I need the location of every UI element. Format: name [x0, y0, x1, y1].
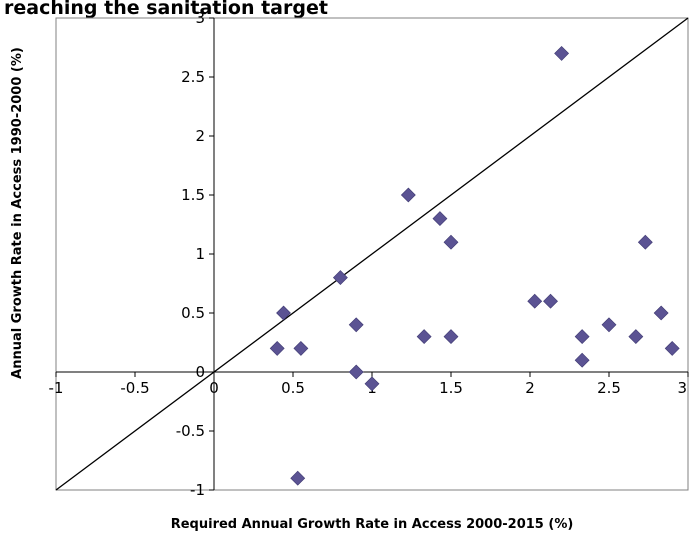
- tick-layer: -1-0.500.511.522.53-1-0.500.511.522.53: [49, 9, 689, 499]
- data-point: [443, 234, 459, 250]
- data-point: [269, 340, 285, 356]
- x-tick-label: 0: [209, 379, 219, 397]
- data-point: [637, 234, 653, 250]
- data-point: [653, 305, 669, 321]
- data-point: [543, 293, 558, 309]
- x-tick-label: -0.5: [120, 379, 149, 397]
- y-tick-label: 3: [195, 9, 205, 27]
- data-point: [664, 340, 680, 356]
- data-point: [601, 317, 617, 333]
- reference-line-layer: [55, 17, 689, 491]
- y-tick-label: 1.5: [181, 186, 205, 204]
- chart-title: reaching the sanitation target: [4, 0, 328, 19]
- data-point: [400, 187, 416, 203]
- data-point: [628, 329, 644, 345]
- y-tick-label: 0.5: [181, 304, 205, 322]
- y-tick-label: 2.5: [181, 68, 205, 86]
- x-tick-label: 3: [677, 379, 687, 397]
- x-tick-label: 0.5: [281, 379, 305, 397]
- data-point: [364, 376, 380, 392]
- data-points-layer: [269, 45, 680, 486]
- x-tick-label: 2.5: [597, 379, 621, 397]
- x-axis-title: Required Annual Growth Rate in Access 20…: [171, 517, 574, 532]
- data-point: [554, 45, 570, 61]
- data-point: [443, 329, 459, 345]
- y-tick-label: 1: [195, 245, 205, 263]
- x-tick-label: 2: [525, 379, 535, 397]
- y-tick-label: 0: [195, 363, 205, 381]
- data-point: [527, 293, 543, 309]
- x-tick-label: -1: [49, 379, 64, 397]
- data-point: [348, 317, 364, 333]
- data-point: [432, 211, 448, 227]
- data-point: [290, 470, 306, 486]
- data-point: [574, 352, 590, 368]
- data-point: [332, 270, 348, 286]
- y-axis-title: Annual Growth Rate in Access 1990-2000 (…: [10, 47, 25, 379]
- data-point: [276, 305, 291, 321]
- data-point: [348, 364, 364, 380]
- y-tick-label: -0.5: [176, 422, 205, 440]
- data-point: [416, 329, 432, 345]
- data-point: [293, 340, 309, 356]
- y-tick-label: -1: [190, 481, 205, 499]
- data-point: [574, 329, 590, 345]
- x-tick-label: 1.5: [439, 379, 463, 397]
- y-tick-label: 2: [195, 127, 205, 145]
- reference-diagonal-line: [55, 17, 689, 491]
